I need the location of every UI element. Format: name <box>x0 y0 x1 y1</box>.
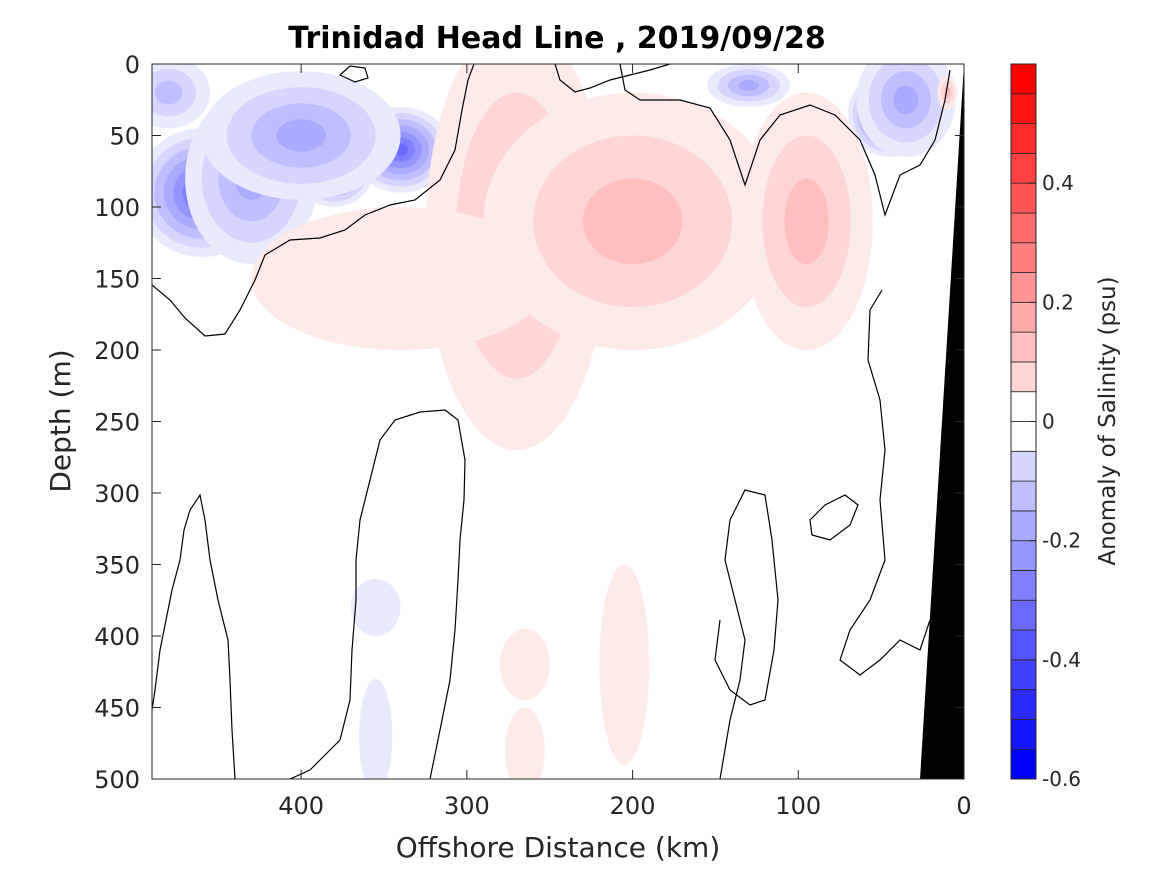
anomaly-positive-19-level-1 <box>499 628 550 701</box>
colorbar-swatch-21 <box>1010 123 1037 154</box>
zero-contour-top-loop <box>338 65 369 83</box>
y-tick-label-400: 400 <box>94 623 140 651</box>
colorbar-swatch-23 <box>1010 63 1037 95</box>
colorbar-swatch-17 <box>1010 242 1037 273</box>
y-tick-label-500: 500 <box>94 766 140 794</box>
colorbar-swatch-8 <box>1010 510 1037 542</box>
colorbar-tick-label--0.6: -0.6 <box>1042 767 1081 791</box>
colorbar-tick-label-0.2: 0.2 <box>1042 290 1074 314</box>
anomaly-positive-18-level-1 <box>251 207 550 350</box>
colorbar-swatch-5 <box>1010 599 1037 631</box>
colorbar-swatch-11 <box>1010 421 1037 452</box>
colorbar-swatch-22 <box>1010 93 1037 124</box>
anomaly-positive-21-level-1 <box>599 564 650 765</box>
x-tick-label-100: 100 <box>775 792 821 820</box>
colorbar-swatch-3 <box>1010 659 1037 691</box>
colorbar-swatch-2 <box>1010 689 1037 720</box>
x-tick-label-200: 200 <box>610 792 656 820</box>
y-tick-label-300: 300 <box>94 480 140 508</box>
colorbar-tick-label-0.4: 0.4 <box>1042 171 1074 195</box>
anomaly-negative-9-level-1 <box>350 578 401 637</box>
x-tick-label-400: 400 <box>278 792 324 820</box>
zero-contours <box>152 64 951 779</box>
colorbar-swatch-16 <box>1010 272 1037 303</box>
y-tick-label-50: 50 <box>109 123 140 151</box>
colorbar-label: Anomaly of Salinity (psu) <box>1095 276 1121 565</box>
x-axis-label: Offshore Distance (km) <box>396 831 721 864</box>
colorbar-swatch-13 <box>1010 361 1037 393</box>
y-tick-label-250: 250 <box>94 409 140 437</box>
anomaly-negative-5-level-4 <box>276 119 326 152</box>
zero-contour-north <box>152 64 475 337</box>
anomaly-negative-8-level-4 <box>893 85 919 115</box>
colorbar-swatch-14 <box>1010 331 1037 363</box>
colorbar-swatch-18 <box>1010 212 1037 244</box>
colorbar-swatch-10 <box>1010 450 1037 482</box>
y-tick-label-150: 150 <box>94 266 140 294</box>
chart-title: Trinidad Head Line , 2019/09/28 <box>288 21 825 56</box>
colorbar-tick-label--0.4: -0.4 <box>1042 648 1081 672</box>
colorbar-swatch-4 <box>1010 629 1037 661</box>
zero-contour-east <box>619 64 951 218</box>
colorbar-tick-label--0.2: -0.2 <box>1042 529 1081 553</box>
anomaly-negative-10-level-1 <box>359 678 393 779</box>
y-axis: 0 50 100 150 200 250 300 350 400 450 500 <box>94 51 964 794</box>
colorbar-swatch-1 <box>1010 719 1037 750</box>
zero-contour-coastal <box>839 289 931 676</box>
y-axis-label: Depth (m) <box>44 349 77 492</box>
anomaly-positive-20-level-1 <box>504 707 545 779</box>
x-tick-label-0: 0 <box>956 792 971 820</box>
x-tick-label-300: 300 <box>444 792 490 820</box>
colorbar-swatch-20 <box>1010 152 1037 184</box>
y-tick-label-200: 200 <box>94 337 140 365</box>
colorbar: -0.6 -0.4 -0.2 0 0.2 0.4 <box>1010 63 1081 791</box>
colorbar-swatch-19 <box>1010 182 1037 214</box>
colorbar-tick-label-0: 0 <box>1042 410 1055 434</box>
colorbar-swatch-12 <box>1010 391 1037 422</box>
colorbar-swatch-0 <box>1010 748 1037 780</box>
y-tick-label-0: 0 <box>125 51 140 79</box>
anomaly-negative-6-level-4 <box>738 80 759 91</box>
zero-contour-mid-left <box>152 493 236 779</box>
zero-contour-small-loop <box>809 494 859 541</box>
seafloor-land-mask <box>920 64 964 779</box>
y-tick-label-450: 450 <box>94 695 140 723</box>
anomaly-negative-1-level-3 <box>154 80 183 105</box>
y-tick-label-100: 100 <box>94 194 140 222</box>
plot-area <box>151 63 965 780</box>
anomaly-field <box>152 64 958 779</box>
colorbar-swatch-15 <box>1010 301 1037 333</box>
colorbar-swatch-9 <box>1010 480 1037 512</box>
zero-contour-mid <box>289 409 466 779</box>
anomaly-positive-15-level-3 <box>582 178 683 265</box>
y-tick-label-350: 350 <box>94 552 140 580</box>
zero-contour-mid-east <box>714 489 779 779</box>
colorbar-swatch-6 <box>1010 570 1037 601</box>
x-axis: 400 300 200 100 0 <box>278 64 972 820</box>
zero-contour-east-channel <box>554 64 671 93</box>
colorbar-swatch-7 <box>1010 540 1037 571</box>
anomaly-positive-17-level-3 <box>784 178 829 265</box>
